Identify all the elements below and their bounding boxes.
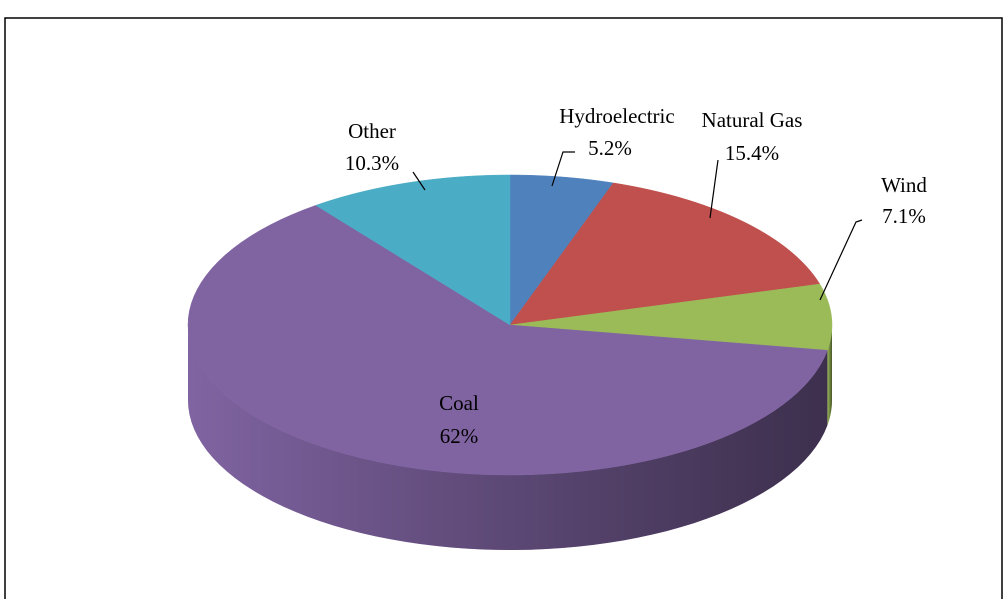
- slice-label: Natural Gas: [702, 108, 803, 132]
- slice: [509, 174, 614, 326]
- slice-label: Hydroelectric: [559, 104, 674, 128]
- slice-value-label: 7.1%: [882, 204, 926, 228]
- leader-line: [819, 219, 863, 301]
- slice-value-label: 10.3%: [345, 151, 399, 175]
- slice-label: Coal: [439, 391, 479, 415]
- slice: [315, 174, 511, 326]
- slice-side-shade: [188, 325, 828, 550]
- leader-line: [412, 171, 426, 191]
- slice: [509, 283, 833, 351]
- leader-line: [551, 151, 575, 187]
- slice-label: Other: [348, 119, 396, 143]
- slice-side-shade: [827, 325, 832, 426]
- slice: [187, 205, 828, 476]
- leader-line: [709, 159, 719, 219]
- slice-label: Wind: [881, 173, 927, 197]
- slice: [509, 182, 821, 326]
- slice-value-label: 62%: [440, 424, 479, 448]
- slice-value-label: 5.2%: [588, 136, 632, 160]
- slice-value-label: 15.4%: [725, 141, 779, 165]
